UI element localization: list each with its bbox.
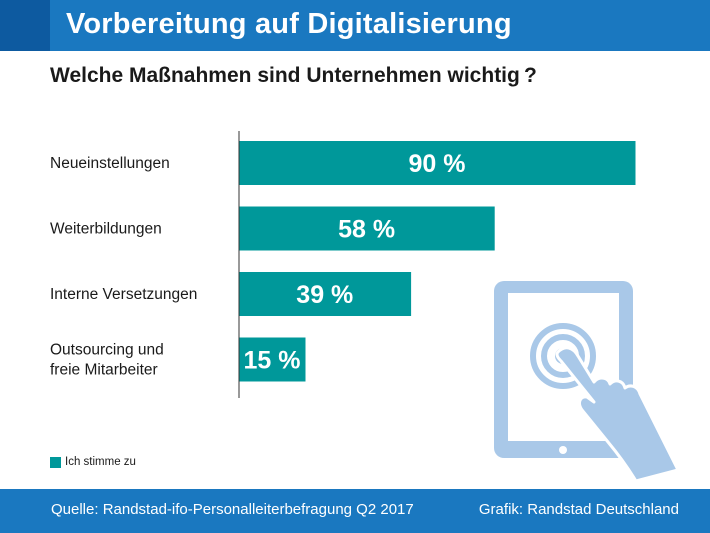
bar-2 — [239, 272, 412, 316]
category-label-0: Neueinstellungen — [50, 155, 170, 172]
graphic-credit: Grafik: Randstad Deutschland — [478, 501, 679, 518]
page-title: Vorbereitung auf Digitalisierung — [66, 8, 512, 40]
header-accent — [0, 0, 50, 51]
bar-value-label-0: 90 % — [409, 150, 466, 178]
legend-swatch — [50, 456, 61, 468]
legend: Ich stimme zu — [50, 455, 136, 469]
bar-0 — [239, 141, 636, 185]
bar-value-label-1: 58 % — [338, 216, 395, 244]
source-note: Quelle: Randstad-ifo-Personalleiterbefra… — [51, 501, 414, 518]
category-label-1: Weiterbildungen — [50, 221, 162, 238]
legend-label: Ich stimme zu — [65, 456, 136, 468]
tablet-touch-icon — [494, 281, 680, 483]
category-label-3: Outsourcing und freie Mitarbeiter — [50, 342, 164, 379]
header-bar: Vorbereitung auf Digitalisierung — [0, 0, 710, 51]
chart-subtitle: Welche Maßnahmen sind Unternehmen wichti… — [50, 64, 537, 87]
bar-3 — [239, 337, 306, 382]
bar-1 — [239, 206, 495, 251]
footer-bar: Quelle: Randstad-ifo-Personalleiterbefra… — [0, 489, 710, 533]
bar-value-label-3: 15 % — [244, 347, 301, 375]
bar-value-label-2: 39 % — [296, 281, 353, 309]
category-label-2: Interne Versetzungen — [50, 286, 197, 303]
